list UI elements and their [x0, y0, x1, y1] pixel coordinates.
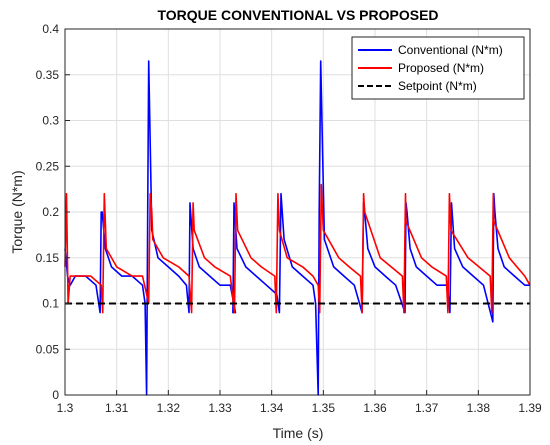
series-line-1	[64, 183, 531, 314]
x-tick-label: 1.39	[518, 401, 542, 415]
x-tick-label: 1.32	[157, 401, 181, 415]
y-tick-label: 0.4	[42, 22, 59, 36]
x-axis-label: Time (s)	[273, 425, 324, 441]
y-tick-label: 0.1	[42, 297, 59, 311]
legend-label-1: Proposed (N*m)	[398, 61, 484, 75]
y-axis-label: Torque (N*m)	[9, 170, 25, 253]
y-tick-label: 0.35	[36, 68, 60, 82]
y-tick-label: 0.05	[36, 342, 60, 356]
series-line-0	[64, 60, 530, 396]
y-tick-label: 0.25	[36, 159, 60, 173]
y-tick-label: 0.15	[36, 251, 60, 265]
x-tick-label: 1.37	[415, 401, 439, 415]
ticks: 1.3 1.31 1.32 1.33 1.34 1.35 1.36 1.37 1.38 1.39 0…	[36, 22, 542, 415]
y-tick-label: 0.3	[42, 114, 59, 128]
legend-label-2: Setpoint (N*m)	[398, 79, 477, 93]
legend-label-0: Conventional (N*m)	[398, 43, 503, 57]
chart-title: TORQUE CONVENTIONAL VS PROPOSED	[157, 7, 438, 23]
x-tick-label: 1.3	[57, 401, 74, 415]
x-tick-label: 1.38	[467, 401, 491, 415]
x-tick-label: 1.34	[260, 401, 284, 415]
y-tick-label: 0	[52, 388, 59, 402]
series-layer	[64, 60, 531, 396]
legend: Conventional (N*m) Proposed (N*m) Setpoint…	[351, 36, 525, 100]
x-tick-label: 1.36	[363, 401, 387, 415]
x-tick-label: 1.31	[105, 401, 129, 415]
x-tick-label: 1.35	[312, 401, 336, 415]
x-tick-label: 1.33	[208, 401, 232, 415]
y-tick-label: 0.2	[42, 205, 59, 219]
